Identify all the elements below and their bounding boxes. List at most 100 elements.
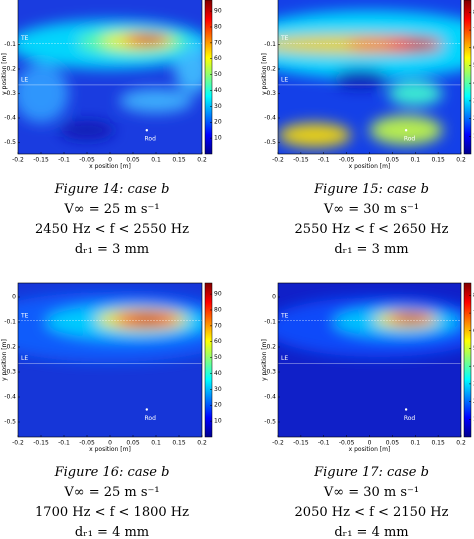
- x-tick-label: 0: [368, 440, 372, 447]
- caption-line: dᵣ₁ = 4 mm: [75, 525, 149, 539]
- y-tick-label: -0.5: [4, 419, 16, 426]
- y-axis-label: y position [m]: [1, 339, 8, 381]
- x-tick-label: 0.2: [456, 157, 466, 164]
- colorbar-tick-label: 50: [214, 354, 222, 361]
- caption-line: dᵣ₁ = 3 mm: [75, 242, 149, 257]
- y-tick-label: 0: [12, 294, 16, 301]
- rod-label: Rod: [145, 135, 157, 142]
- x-tick-label: 0.15: [172, 157, 186, 164]
- caption-line: dᵣ₁ = 3 mm: [334, 242, 408, 257]
- te-label: TE: [280, 35, 289, 42]
- colorbar-tick-label: 90: [214, 291, 222, 298]
- caption-line: 2450 Hz < f < 2550 Hz: [35, 222, 189, 237]
- heatmap: [18, 283, 202, 437]
- x-tick-label: 0.05: [386, 157, 400, 164]
- x-tick-label: -0.1: [58, 440, 70, 447]
- y-tick-label: -0.5: [4, 139, 16, 146]
- caption-line: V∞ = 25 m s⁻¹: [63, 202, 159, 217]
- x-tick-label: -0.05: [339, 157, 355, 164]
- colorbar-tick-label: 80: [214, 23, 222, 30]
- x-tick-label: 0.1: [151, 157, 161, 164]
- rod-marker: [404, 129, 408, 132]
- colorbar-tick-label: 20: [214, 119, 222, 126]
- x-axis-label: x position [m]: [89, 446, 131, 453]
- y-axis-label: y position [m]: [261, 339, 268, 381]
- x-tick-label: -0.2: [272, 440, 284, 447]
- le-label: LE: [281, 77, 288, 84]
- x-tick-label: 0: [368, 157, 372, 164]
- colorbar: [463, 282, 472, 438]
- x-tick-label: -0.15: [293, 157, 309, 164]
- x-tick-label: -0.2: [272, 157, 284, 164]
- caption-line: 2050 Hz < f < 2150 Hz: [295, 505, 449, 520]
- heat-blobs: [18, 292, 202, 362]
- x-tick-label: 0.15: [172, 440, 186, 447]
- colorbar: [204, 0, 213, 155]
- rod-marker: [145, 408, 148, 411]
- caption-line: 1700 Hz < f < 1800 Hz: [35, 505, 189, 520]
- x-tick-label: -0.2: [12, 440, 24, 447]
- le-label: LE: [21, 355, 28, 362]
- y-tick-label: -0.4: [264, 115, 276, 122]
- x-tick-label: 0.05: [126, 440, 140, 447]
- figure: TE LE Rod -0.2 -0.15 -0.1 -0.05 0 0.05 0.1 0.15 0.2…: [1, 0, 222, 257]
- colorbar-tick-label: 30: [214, 386, 222, 393]
- x-tick-label: -0.05: [339, 440, 355, 447]
- x-tick-label: -0.15: [33, 440, 49, 447]
- x-tick-label: 0.1: [410, 440, 420, 447]
- caption-line: 2550 Hz < f < 2650 Hz: [295, 222, 449, 237]
- y-tick-label: -0.1: [4, 41, 16, 48]
- heat-blob: [59, 120, 115, 141]
- heat-blob: [137, 36, 161, 43]
- y-tick-label: -0.1: [4, 319, 16, 326]
- x-tick-label: -0.05: [79, 440, 95, 447]
- heat-blob: [387, 81, 443, 106]
- colorbar-tick-label: 10: [214, 418, 222, 425]
- x-axis-label: x position [m]: [349, 446, 391, 453]
- heatmap: [278, 283, 461, 437]
- colorbar-tick-label: 20: [214, 402, 222, 409]
- x-tick-label: 0: [108, 440, 112, 447]
- x-tick-label: -0.05: [79, 157, 95, 164]
- figure: TE LE Rod -0.2 -0.15 -0.1 -0.05 0 0.05 0.1 0.15 0.2…: [261, 0, 474, 257]
- x-tick-label: 0.05: [126, 157, 140, 164]
- y-tick-label: -0.5: [264, 419, 276, 426]
- x-tick-label: -0.15: [33, 157, 49, 164]
- le-label: LE: [281, 355, 288, 362]
- y-tick-label: -0.2: [4, 344, 16, 351]
- caption-line: Figure 17: case b: [313, 465, 429, 480]
- x-tick-label: -0.1: [318, 440, 330, 447]
- y-tick-label: -0.1: [264, 41, 276, 48]
- x-tick-label: 0.05: [386, 440, 400, 447]
- x-tick-label: 0.15: [431, 440, 445, 447]
- x-axis-label: x position [m]: [349, 163, 391, 170]
- caption-line: Figure 15: case b: [313, 182, 429, 197]
- y-tick-label: -0.4: [4, 394, 16, 401]
- y-tick-label: -0.2: [264, 344, 276, 351]
- colorbar-tick-label: 70: [214, 39, 222, 46]
- colorbar: [204, 282, 213, 438]
- x-tick-label: 0.15: [431, 157, 445, 164]
- x-tick-label: 0.2: [197, 157, 207, 164]
- colorbar-tick-label: 90: [214, 8, 222, 15]
- heatmap: [18, 0, 202, 154]
- heat-blob: [406, 40, 434, 49]
- rod-marker: [145, 129, 148, 132]
- heat-blob: [399, 315, 423, 322]
- colorbar-tick-label: 60: [214, 55, 222, 62]
- caption-line: Figure 16: case b: [54, 465, 170, 480]
- te-label: TE: [280, 312, 289, 319]
- y-axis-label: y position [m]: [1, 53, 8, 95]
- le-label: LE: [21, 77, 28, 84]
- y-tick-label: -0.2: [4, 66, 16, 73]
- x-tick-label: -0.1: [318, 157, 330, 164]
- heat-blob: [130, 315, 163, 324]
- heat-blob: [119, 88, 193, 114]
- heat-blob: [18, 64, 69, 123]
- heat-blob: [278, 122, 352, 148]
- x-tick-label: 0: [108, 157, 112, 164]
- x-tick-label: -0.2: [12, 157, 24, 164]
- colorbar-tick-label: 40: [214, 87, 222, 94]
- figure: TE LE Rod -0.2 -0.15 -0.1 -0.05 0 0.05 0.1 0.15 0.2…: [261, 282, 474, 539]
- heat-blobs: [18, 20, 202, 141]
